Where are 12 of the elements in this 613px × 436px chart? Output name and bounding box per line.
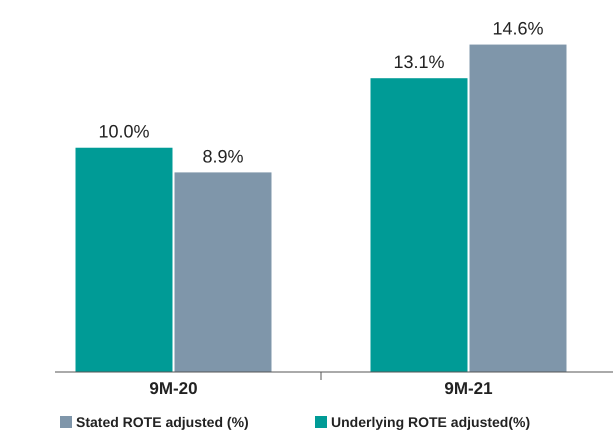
data-label: 8.9%	[202, 146, 244, 166]
x-tick-label: 9M-20	[149, 379, 198, 398]
bar	[174, 172, 272, 372]
data-label: 13.1%	[393, 52, 445, 72]
x-tick-label: 9M-21	[444, 379, 493, 398]
legend-label: Stated ROTE adjusted (%)	[76, 414, 249, 430]
bar	[470, 44, 566, 372]
bar	[370, 78, 468, 372]
bar	[76, 148, 172, 372]
data-label: 14.6%	[492, 18, 544, 39]
data-label: 10.0%	[98, 122, 150, 142]
legend-label: Underlying ROTE adjusted(%)	[331, 414, 530, 430]
